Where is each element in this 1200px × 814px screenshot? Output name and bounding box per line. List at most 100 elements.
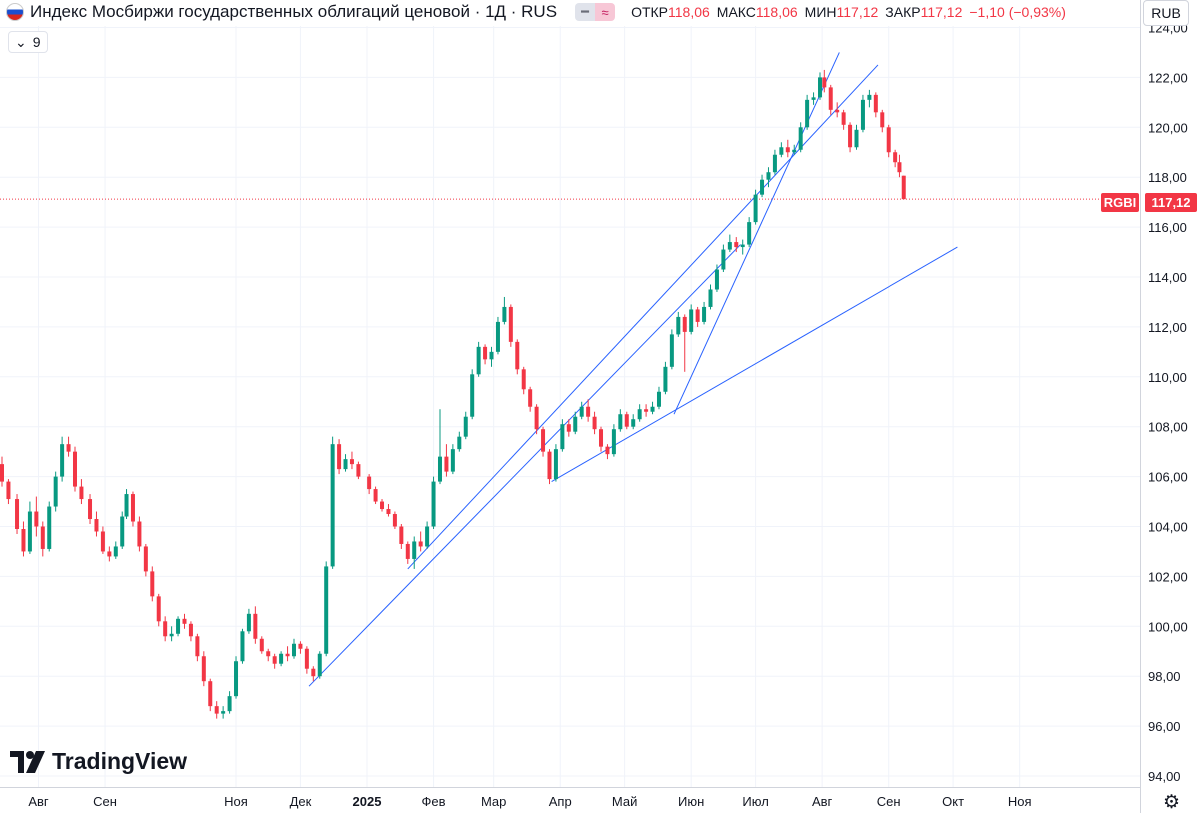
candle <box>867 89 872 108</box>
candle-body <box>508 306 513 342</box>
candle <box>380 499 385 512</box>
candle-body <box>727 242 732 250</box>
trendline <box>407 64 879 570</box>
candle <box>373 486 378 505</box>
approx-icon[interactable]: ≈ <box>595 3 616 21</box>
candle-body <box>317 653 322 677</box>
candle <box>66 436 71 457</box>
low-value: 117,12 <box>836 4 879 20</box>
candle <box>708 284 713 310</box>
candle <box>120 511 125 549</box>
candle <box>444 444 449 477</box>
candle-body <box>860 99 865 130</box>
candle <box>463 411 468 440</box>
x-tick-label: Дек <box>290 794 312 809</box>
candle-body <box>502 306 507 322</box>
chevron-down-icon[interactable]: ⌄ <box>15 33 27 50</box>
candle-body <box>176 618 181 634</box>
candle-body <box>605 446 610 455</box>
candle <box>399 524 404 549</box>
candle-body <box>27 511 32 552</box>
candle <box>880 109 885 133</box>
y-tick-label: 102,00 <box>1148 569 1188 584</box>
candle-body <box>201 656 206 682</box>
candle <box>298 641 303 654</box>
candle-body <box>822 77 827 88</box>
y-tick-label: 94,00 <box>1148 769 1181 784</box>
candle <box>541 426 546 457</box>
candle <box>508 304 513 347</box>
candle <box>637 404 642 422</box>
candle <box>886 124 891 158</box>
candle-body <box>367 476 372 490</box>
candle <box>560 419 565 452</box>
candle-body <box>343 459 348 470</box>
candle <box>624 411 629 430</box>
y-tick-label: 98,00 <box>1148 669 1181 684</box>
candle-body <box>669 334 674 367</box>
time-axis[interactable]: Авг Сен Ноя Дек 2025 Фев Мар Апр Май Июн Июл Авг Сен… <box>0 787 1140 810</box>
low-label: МИН <box>804 4 837 20</box>
candle-body <box>412 541 417 559</box>
x-tick-label: Авг <box>812 794 833 809</box>
candle <box>169 626 174 642</box>
price-axis[interactable]: 94,00 96,00 98,00 100,00 102,00 104,00 106,00 1… <box>1140 0 1188 813</box>
candle-body <box>298 643 303 649</box>
candle <box>611 424 616 457</box>
candle-body <box>399 526 404 544</box>
candle <box>476 341 481 377</box>
candle <box>822 69 827 93</box>
trendline <box>308 244 741 687</box>
symbol-title[interactable]: Индекс Мосбиржи государственных облигаци… <box>30 2 558 21</box>
candle <box>650 401 655 415</box>
candle <box>805 94 810 130</box>
tradingview-logo[interactable]: TradingView <box>10 748 187 775</box>
candle <box>534 404 539 435</box>
y-tick-label: 96,00 <box>1148 719 1181 734</box>
candle-body <box>124 494 129 517</box>
tradingview-logo-icon <box>10 750 45 773</box>
currency-selector[interactable]: RUB <box>1143 0 1189 26</box>
candle-body <box>163 621 168 637</box>
candle <box>818 72 823 100</box>
candle <box>337 439 342 475</box>
candle-body <box>234 661 239 697</box>
candle <box>240 628 245 664</box>
gear-icon[interactable]: ⚙ <box>1163 792 1181 813</box>
candle-body <box>66 444 71 452</box>
candle <box>689 304 694 335</box>
candle-body <box>650 406 655 412</box>
candle-body <box>463 416 468 437</box>
indicator-toggle[interactable]: ⌄ 9 <box>8 31 48 53</box>
minus-icon[interactable]: ━ <box>575 3 596 21</box>
candle <box>586 399 591 422</box>
candle <box>450 444 455 475</box>
candle <box>425 521 430 549</box>
candle-body <box>356 464 361 477</box>
candle <box>330 436 335 569</box>
candle <box>15 494 20 534</box>
y-tick-label: 106,00 <box>1148 470 1188 485</box>
candle <box>0 456 4 487</box>
candle-body <box>721 249 726 270</box>
high-value: 118,06 <box>755 4 798 20</box>
candle <box>848 122 853 153</box>
candle <box>34 496 39 537</box>
candle-body <box>15 499 20 529</box>
candle <box>195 633 200 662</box>
candle <box>631 414 636 430</box>
candle <box>304 646 309 674</box>
candle <box>40 521 45 557</box>
candle-body <box>476 346 481 375</box>
candle <box>599 426 604 452</box>
candle <box>682 314 687 372</box>
candle-body <box>811 97 816 100</box>
high-label: МАКС <box>716 4 756 20</box>
candle <box>792 144 797 155</box>
candle-body <box>521 369 526 390</box>
close-value: 117,12 <box>920 4 963 20</box>
candle-body <box>495 321 500 352</box>
candle <box>676 311 681 337</box>
candle-body <box>734 242 739 248</box>
